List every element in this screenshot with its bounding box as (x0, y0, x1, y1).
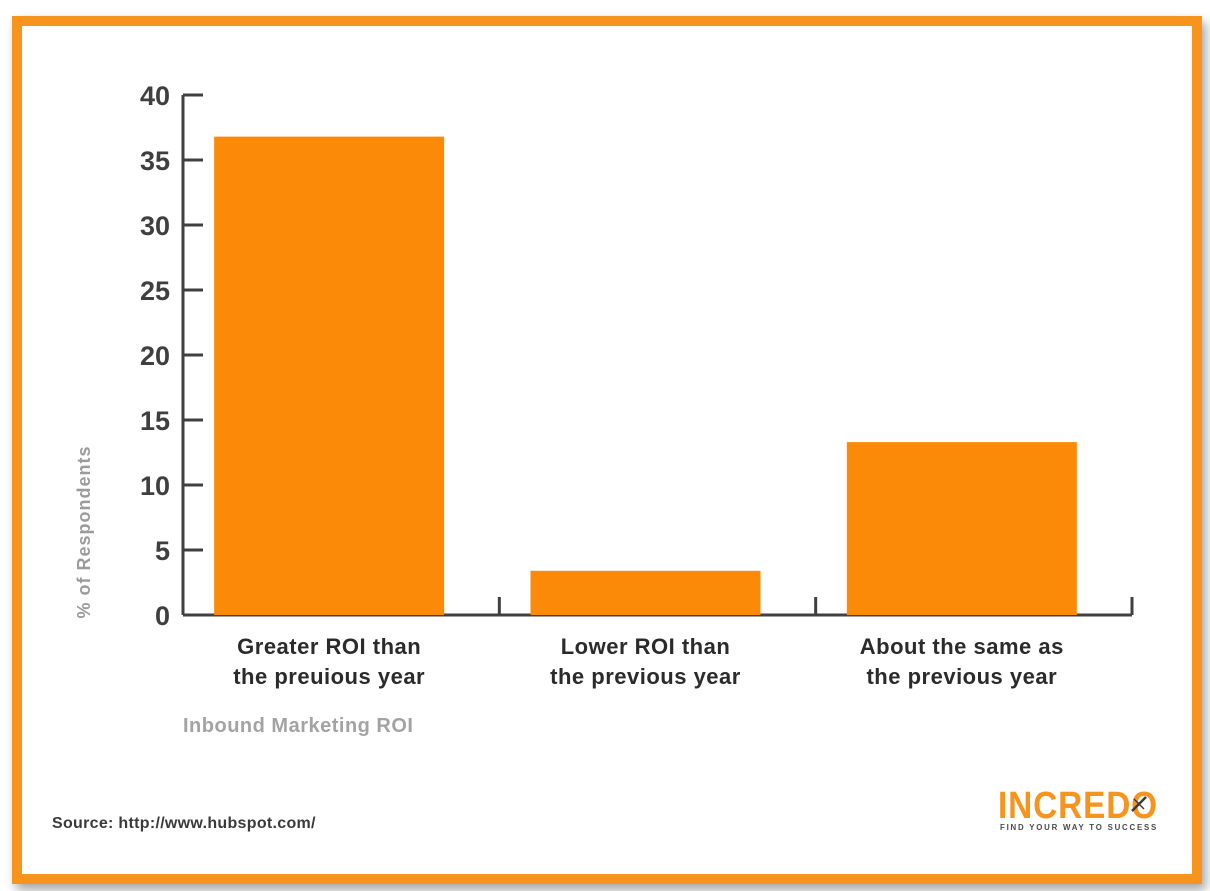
logo-wordmark: INCREDO (998, 785, 1158, 827)
bar (846, 442, 1077, 615)
bar (214, 136, 445, 615)
y-tick-label: 25 (140, 276, 170, 306)
bar (530, 570, 761, 615)
x-axis-categories: Greater ROI than the preuious year Lower R… (233, 634, 1064, 689)
x-category-label: the previous year (550, 664, 741, 689)
y-tick-label: 30 (140, 211, 170, 241)
y-tick-label: 20 (140, 341, 170, 371)
x-category-label: About the same as (860, 634, 1064, 659)
y-tick-label: 15 (140, 406, 170, 436)
y-tick-label: 5 (155, 536, 170, 566)
source-text: Source: http://www.hubspot.com/ (52, 815, 316, 832)
y-tick-label: 10 (140, 471, 170, 501)
x-category-label: the preuious year (233, 664, 425, 689)
bars (214, 136, 1077, 615)
y-axis-ticks: 0 5 10 15 20 25 30 35 40 (140, 81, 203, 631)
y-tick-label: 0 (155, 601, 170, 631)
compass-icon (1131, 796, 1147, 812)
x-category-label: the previous year (866, 664, 1057, 689)
x-axis-title: Inbound Marketing ROI (183, 715, 414, 737)
y-axis-label: % of Respondents (74, 445, 94, 618)
x-category-label: Greater ROI than (237, 634, 421, 659)
logo-tagline: FIND YOUR WAY TO SUCCESS (1000, 823, 1158, 832)
x-category-label: Lower ROI than (561, 634, 731, 659)
incredo-logo: INCREDO FIND YOUR WAY TO SUCCESS (998, 785, 1158, 832)
y-tick-label: 35 (140, 146, 170, 176)
y-tick-label: 40 (140, 81, 170, 111)
